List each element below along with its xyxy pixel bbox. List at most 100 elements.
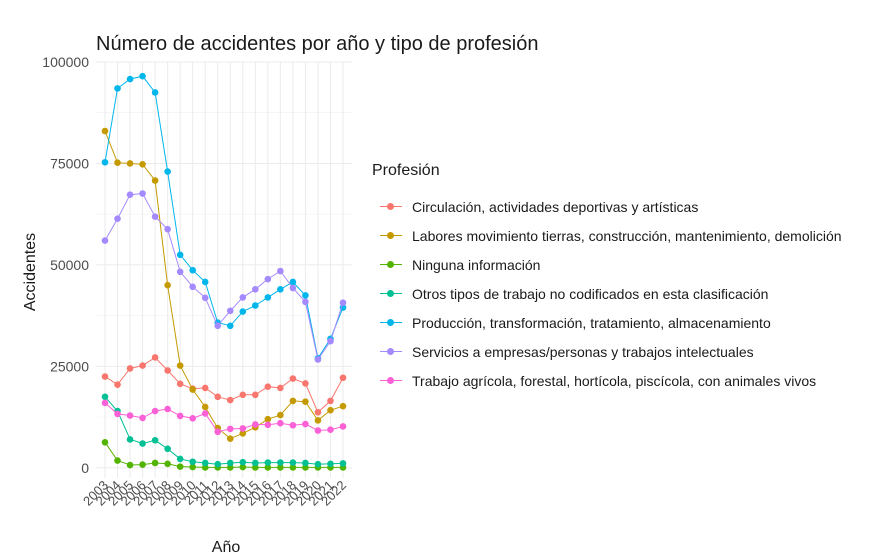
x-axis-label: Año	[212, 539, 241, 556]
data-point	[164, 460, 171, 468]
data-point	[264, 294, 272, 301]
data-point	[176, 362, 184, 369]
data-point	[264, 421, 272, 429]
data-point	[252, 459, 259, 467]
data-point	[151, 177, 159, 184]
data-point	[151, 213, 159, 220]
data-point	[176, 268, 184, 276]
data-point	[327, 406, 334, 414]
data-point	[126, 160, 134, 167]
legend-title: Profesión	[372, 162, 440, 179]
data-point	[277, 384, 284, 392]
data-point	[339, 460, 347, 467]
legend-key-point	[387, 348, 394, 355]
data-point	[164, 445, 171, 453]
data-point	[289, 459, 297, 466]
data-point	[101, 237, 109, 244]
data-point	[189, 458, 196, 466]
legend-item: Labores movimiento tierras, construcción…	[372, 221, 842, 250]
data-point	[277, 285, 284, 293]
data-point	[252, 391, 259, 399]
data-point	[289, 397, 297, 405]
legend-item: Trabajo agrícola, forestal, hortícola, p…	[372, 366, 842, 395]
series-1	[101, 354, 347, 416]
series-3	[101, 438, 347, 471]
data-point	[314, 417, 322, 424]
legend-label: Trabajo agrícola, forestal, hortícola, p…	[412, 372, 817, 389]
data-point	[239, 463, 247, 471]
data-point	[164, 281, 171, 289]
data-point	[339, 402, 347, 410]
data-point	[101, 373, 109, 380]
data-point	[239, 425, 247, 432]
data-point	[314, 356, 322, 363]
data-point	[126, 412, 134, 419]
data-point	[176, 412, 184, 420]
data-point	[139, 440, 146, 447]
legend-items: Circulación, actividades deportivas y ar…	[372, 192, 842, 395]
legend-key-point	[387, 261, 394, 268]
data-point	[277, 459, 284, 466]
data-point	[239, 430, 247, 437]
data-point	[164, 367, 171, 374]
data-point	[139, 414, 146, 422]
data-point	[126, 436, 134, 443]
legend-key	[372, 372, 402, 390]
data-point	[314, 408, 322, 416]
legend-key	[372, 285, 402, 303]
legend-label: Circulación, actividades deportivas y ar…	[412, 198, 699, 215]
data-point	[302, 298, 309, 306]
series-6	[101, 190, 347, 363]
data-point	[101, 158, 109, 166]
data-point	[264, 415, 272, 423]
legend-item: Producción, transformación, tratamiento,…	[372, 308, 842, 337]
data-point	[189, 386, 196, 393]
data-point	[164, 405, 171, 413]
data-point	[302, 398, 309, 405]
legend-item: Servicios a empresas/personas y trabajos…	[372, 337, 842, 366]
series-7	[101, 399, 347, 436]
grid	[96, 61, 352, 478]
chart-title: Número de accidentes por año y tipo de p…	[96, 33, 539, 55]
data-point	[339, 299, 347, 306]
data-point	[239, 308, 247, 315]
data-point	[151, 89, 159, 96]
legend-key	[372, 256, 402, 274]
data-point	[264, 275, 272, 283]
data-point	[327, 397, 334, 405]
plot-panel: 0250005000075000100000200320042005200620…	[42, 54, 352, 509]
data-point	[151, 459, 159, 467]
data-point	[339, 423, 347, 430]
data-point	[101, 438, 109, 446]
series-line	[104, 130, 344, 440]
data-point	[201, 410, 209, 417]
data-point	[226, 459, 234, 467]
series-line	[104, 192, 344, 361]
data-point	[114, 457, 121, 464]
legend-item: Otros tipos de trabajo no codificados en…	[372, 279, 842, 308]
data-point	[101, 393, 109, 401]
data-point	[164, 168, 171, 175]
data-point	[289, 464, 297, 471]
data-point	[277, 267, 284, 275]
y-tick-label: 50000	[50, 257, 89, 273]
data-point	[226, 307, 234, 315]
series-line	[104, 75, 344, 360]
data-point	[139, 362, 146, 369]
data-point	[314, 460, 322, 468]
data-point	[252, 421, 259, 428]
data-point	[201, 278, 209, 286]
legend-key-point	[387, 232, 394, 239]
data-point	[252, 302, 259, 309]
data-point	[264, 383, 272, 390]
data-point	[289, 421, 297, 429]
legend-label: Producción, transformación, tratamiento,…	[412, 314, 771, 331]
data-point	[151, 436, 159, 444]
data-point	[189, 463, 196, 471]
legend-label: Ninguna información	[412, 256, 541, 273]
y-tick-label: 75000	[50, 155, 89, 171]
data-point	[126, 461, 134, 469]
data-point	[239, 391, 247, 399]
data-point	[277, 419, 284, 427]
data-point	[327, 460, 334, 468]
